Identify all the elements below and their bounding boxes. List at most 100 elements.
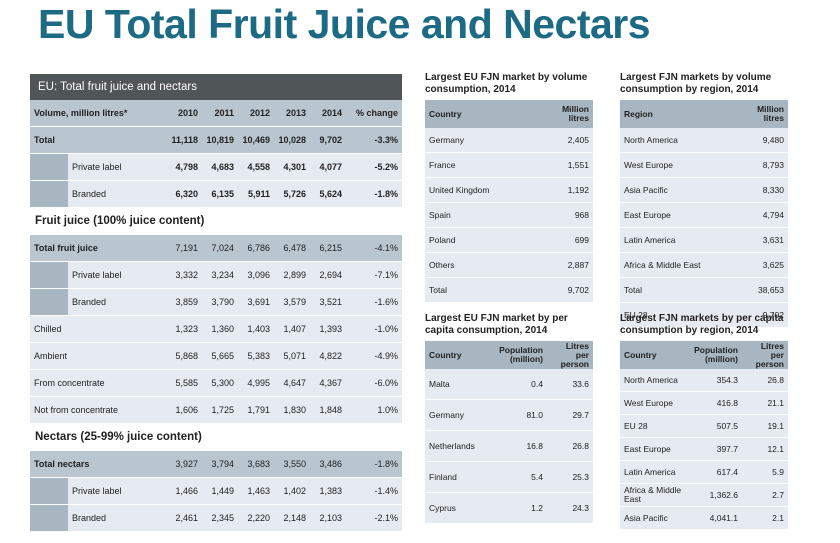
value-cell: 6,320	[166, 180, 203, 208]
change-cell: -2.1%	[346, 504, 403, 532]
value-cell: 1,192	[543, 177, 593, 203]
value-cell: 3,631	[738, 227, 788, 253]
value-cell: 1,466	[166, 477, 203, 505]
table-row: Asia Pacific 4,041.1 2.1	[620, 506, 788, 530]
table-row: EU 28 507.5 19.1	[620, 414, 788, 438]
change-cell: -3.3%	[346, 126, 403, 154]
value-cell: 9,702	[310, 126, 347, 154]
market-capita-col1: Country	[425, 341, 491, 369]
table-row: East Europe 397.7 12.1	[620, 437, 788, 461]
row-label: Branded	[68, 288, 166, 316]
value-cell: 3,927	[166, 451, 203, 478]
litres-per-person-cell: 24.3	[547, 492, 593, 524]
value-cell: 2,345	[202, 504, 239, 532]
value-cell: 3,625	[738, 252, 788, 278]
row-label: Malta	[425, 369, 491, 400]
change-cell: -4.1%	[346, 235, 402, 262]
litres-per-person-cell: 26.8	[547, 430, 593, 462]
value-cell: 11,118	[166, 126, 203, 154]
row-label: Others	[425, 252, 543, 278]
population-cell: 5.4	[491, 461, 547, 493]
value-cell: 10,469	[238, 126, 275, 154]
value-cell: 5,911	[238, 180, 275, 208]
market-volume-title: Largest EU FJN market by volume consumpt…	[425, 72, 588, 95]
value-cell: 6,786	[238, 235, 274, 262]
value-cell: 1,393	[310, 315, 346, 343]
value-cell: 4,683	[202, 153, 239, 181]
value-cell: 4,367	[310, 369, 346, 397]
value-cell: 3,521	[310, 288, 346, 316]
value-cell: 1,830	[274, 396, 310, 424]
market-volume-col1: Country	[425, 100, 543, 128]
value-cell: 3,859	[166, 288, 202, 316]
value-cell: 1,383	[310, 477, 347, 505]
value-cell: 7,024	[202, 235, 238, 262]
region-capita-col1: Country	[620, 341, 686, 369]
value-cell: 3,486	[310, 451, 347, 478]
table-row: Malta 0.4 33.6	[425, 369, 593, 400]
litres-per-person-cell: 33.6	[547, 369, 593, 400]
table-row: Chilled 1,323 1,360 1,403 1,407 1,393 -1.0%	[30, 315, 402, 343]
value-cell: 4,995	[238, 369, 274, 397]
value-cell: 1,463	[238, 477, 275, 505]
population-cell: 617.4	[686, 460, 742, 484]
table-row: Latin America 3,631	[620, 227, 788, 253]
market-volume-panel: Largest EU FJN market by volume consumpt…	[425, 72, 593, 303]
value-cell: 4,077	[310, 153, 347, 181]
juice-table: Total fruit juice 7,191 7,024 6,786 6,478 6,2…	[30, 235, 402, 424]
row-label: Germany	[425, 128, 543, 153]
table-row: East Europe 4,794	[620, 202, 788, 228]
table-row: Latin America 617.4 5.9	[620, 460, 788, 484]
table-row: Germany 81.0 29.7	[425, 399, 593, 431]
row-label: North America	[620, 128, 738, 153]
row-label: Chilled	[30, 315, 166, 343]
nectar-table: Total nectars 3,927 3,794 3,683 3,550 3,486 -1…	[30, 451, 403, 532]
table-row: Asia Pacific 8,330	[620, 177, 788, 203]
row-label: Private label	[68, 261, 166, 289]
table-row: Poland 699	[425, 227, 593, 253]
change-header: % change	[346, 100, 403, 127]
table-row: From concentrate 5,585 5,300 4,995 4,647 4,36…	[30, 369, 402, 397]
table-row: Ambient 5,868 5,665 5,383 5,071 4,822 -4.9%	[30, 342, 402, 370]
row-label: Finland	[425, 461, 491, 493]
value-cell: 1,449	[202, 477, 239, 505]
market-capita-col2: Population (million)	[491, 341, 547, 369]
value-cell: 9,480	[738, 128, 788, 153]
value-cell: 5,726	[274, 180, 311, 208]
table-row: United Kingdom 1,192	[425, 177, 593, 203]
value-cell: 4,798	[166, 153, 203, 181]
value-cell: 9,702	[543, 277, 593, 303]
value-cell: 2,148	[274, 504, 311, 532]
value-cell: 1,725	[202, 396, 238, 424]
row-label: Private label	[68, 477, 167, 505]
region-capita-table: Country Population (million) Litres per …	[620, 341, 788, 530]
value-cell: 2,694	[310, 261, 346, 289]
table-row: Total fruit juice 7,191 7,024 6,786 6,478 6,2…	[30, 235, 402, 262]
row-label: Private label	[68, 153, 167, 181]
value-cell: 2,887	[543, 252, 593, 278]
page-title: EU Total Fruit Juice and Nectars	[38, 1, 651, 47]
market-volume-table: Country Million litres Germany 2,405 Franc…	[425, 100, 593, 303]
value-cell: 6,478	[274, 235, 310, 262]
value-cell: 2,220	[238, 504, 275, 532]
volume-column-label: Volume, million litres*	[30, 100, 167, 127]
value-cell: 2,461	[166, 504, 203, 532]
change-cell: -6.0%	[346, 369, 402, 397]
change-cell: -1.0%	[346, 315, 402, 343]
value-cell: 4,647	[274, 369, 310, 397]
value-cell: 968	[543, 202, 593, 228]
row-label: Poland	[425, 227, 543, 253]
population-cell: 0.4	[491, 369, 547, 400]
row-label: Total	[620, 277, 738, 303]
value-cell: 6,215	[310, 235, 346, 262]
region-volume-title: Largest FJN markets by volume consumptio…	[620, 72, 772, 95]
value-cell: 4,301	[274, 153, 311, 181]
indent-cell	[30, 153, 68, 181]
value-cell: 3,096	[238, 261, 274, 289]
year-header: 2011	[202, 100, 239, 127]
value-cell: 1,606	[166, 396, 202, 424]
value-cell: 2,899	[274, 261, 310, 289]
value-cell: 5,624	[310, 180, 347, 208]
row-label: East Europe	[620, 437, 686, 461]
table-row: Branded 3,859 3,790 3,691 3,579 3,521 -1.6%	[30, 288, 402, 316]
